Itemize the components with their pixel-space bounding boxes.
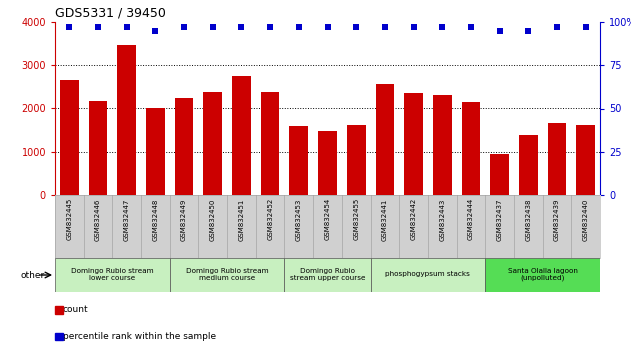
Bar (146, 108, 165, 195)
Bar (60, 80, 79, 195)
Point (380, 24, 390, 30)
Bar (347, 125, 365, 195)
Text: GSM832440: GSM832440 (582, 198, 589, 240)
Bar (89, 101, 107, 195)
Point (294, 24, 304, 30)
Bar (261, 92, 280, 195)
Point (495, 28, 505, 34)
Text: GSM832449: GSM832449 (181, 198, 187, 240)
Text: GSM832438: GSM832438 (525, 198, 531, 241)
Bar (55, 258, 170, 292)
Point (523, 28, 533, 34)
Point (64, 24, 74, 30)
Point (552, 24, 562, 30)
Bar (290, 126, 308, 195)
Point (208, 24, 218, 30)
Text: GSM832444: GSM832444 (468, 198, 474, 240)
Point (93, 24, 103, 30)
Text: GSM832455: GSM832455 (353, 198, 359, 240)
Bar (117, 45, 136, 195)
Bar (404, 93, 423, 195)
Bar (490, 154, 509, 195)
Point (179, 24, 189, 30)
Text: Domingo Rubio stream
lower course: Domingo Rubio stream lower course (71, 268, 154, 281)
Bar (170, 258, 285, 292)
Bar (203, 92, 222, 195)
Point (408, 24, 418, 30)
Text: GSM832448: GSM832448 (153, 198, 158, 240)
Bar (375, 84, 394, 195)
Point (437, 24, 447, 30)
Text: GSM832447: GSM832447 (124, 198, 130, 240)
Text: GSM832451: GSM832451 (239, 198, 244, 240)
Bar (318, 131, 337, 195)
Point (122, 24, 132, 30)
Bar (285, 258, 370, 292)
Bar (433, 95, 452, 195)
Text: other: other (20, 270, 45, 280)
Point (581, 24, 591, 30)
Text: count: count (62, 306, 88, 314)
Text: GSM832441: GSM832441 (382, 198, 388, 240)
Text: phosphogypsum stacks: phosphogypsum stacks (386, 271, 470, 277)
Point (237, 24, 247, 30)
Bar (519, 135, 538, 195)
Point (322, 24, 333, 30)
Text: GSM832453: GSM832453 (296, 198, 302, 240)
Text: GSM832450: GSM832450 (209, 198, 216, 240)
Text: GSM832442: GSM832442 (411, 198, 416, 240)
Bar (370, 258, 485, 292)
Text: GSM832445: GSM832445 (66, 198, 73, 240)
Text: GDS5331 / 39450: GDS5331 / 39450 (55, 7, 166, 20)
Bar (485, 258, 600, 292)
Text: GSM832437: GSM832437 (497, 198, 503, 241)
Text: GSM832452: GSM832452 (267, 198, 273, 240)
Text: GSM832439: GSM832439 (554, 198, 560, 241)
Text: GSM832454: GSM832454 (324, 198, 331, 240)
Text: Santa Olalla lagoon
(unpolluted): Santa Olalla lagoon (unpolluted) (508, 268, 577, 281)
Point (150, 28, 160, 34)
Point (265, 24, 275, 30)
Point (351, 24, 361, 30)
Point (466, 24, 476, 30)
Bar (232, 76, 251, 195)
Text: Domingo Rubio
stream upper course: Domingo Rubio stream upper course (290, 268, 365, 281)
Bar (576, 125, 595, 195)
Text: Domingo Rubio stream
medium course: Domingo Rubio stream medium course (186, 268, 268, 281)
Bar (548, 123, 566, 195)
Text: GSM832446: GSM832446 (95, 198, 101, 240)
Bar (175, 98, 193, 195)
Text: GSM832443: GSM832443 (439, 198, 445, 240)
Text: percentile rank within the sample: percentile rank within the sample (62, 332, 216, 341)
Bar (462, 102, 480, 195)
